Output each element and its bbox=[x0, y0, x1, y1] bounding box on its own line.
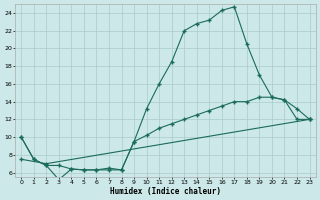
X-axis label: Humidex (Indice chaleur): Humidex (Indice chaleur) bbox=[110, 187, 221, 196]
